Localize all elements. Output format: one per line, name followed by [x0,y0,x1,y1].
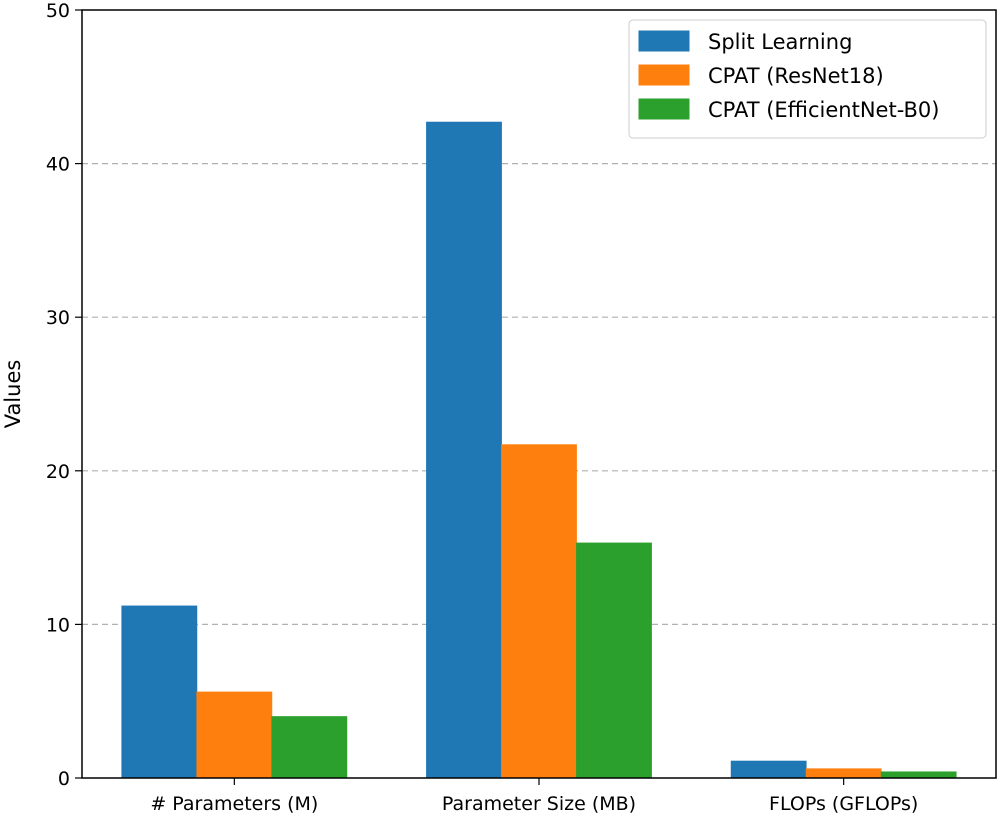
grid-lines [82,163,996,626]
x-tick-label: # Parameters (M) [150,793,318,815]
bar-1-2 [426,121,502,779]
bar-3-2 [576,542,652,779]
legend-label-1: Split Learning [708,30,852,54]
y-axis-title: Values [1,360,25,429]
y-tick-label: 50 [46,0,70,22]
bar-3-3 [880,771,957,779]
bar-3-1 [271,716,348,779]
y-axis: 0 10 20 30 40 50 [46,0,82,790]
bar-2-1 [196,691,273,779]
bar-2-2 [501,444,577,779]
y-tick-label: 0 [58,768,70,790]
legend-label-3: CPAT (EfficientNet-B0) [708,98,939,122]
legend: Split Learning CPAT (ResNet18) CPAT (Effic… [628,19,987,139]
y-tick-label: 20 [46,461,70,483]
bar-2-3 [805,768,882,779]
bar-1-3 [730,760,807,779]
y-tick-label: 40 [46,154,70,176]
legend-box [628,19,987,139]
bar-1-1 [121,605,198,779]
x-axis: # Parameters (M) Parameter Size (MB) FLOPs… [150,778,918,815]
y-tick-label: 10 [46,614,70,636]
x-tick-label: Parameter Size (MB) [442,793,636,815]
y-tick-label: 30 [46,307,70,329]
x-tick-label: FLOPs (GFLOPs) [769,793,918,815]
legend-swatch-2 [638,64,690,86]
bars [121,121,957,779]
legend-label-2: CPAT (ResNet18) [708,64,884,88]
legend-swatch-1 [638,30,690,52]
legend-swatch-3 [638,98,690,120]
